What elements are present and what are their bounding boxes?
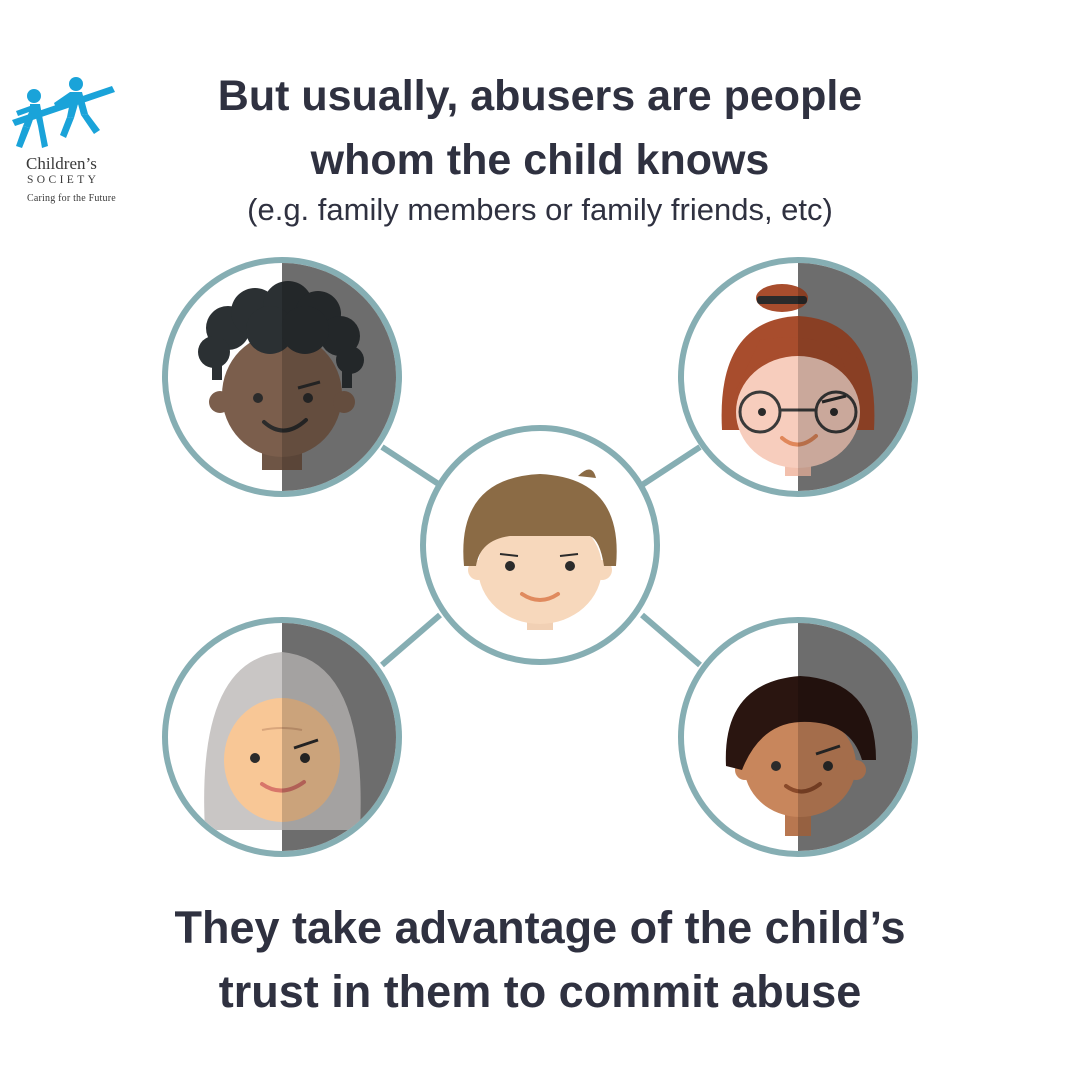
headline-subline: (e.g. family members or family friends, … (247, 192, 833, 227)
abuser-face-elder-icon (162, 617, 402, 857)
logo-tagline: Caring for the Future (27, 193, 116, 204)
logo-society: SOCIETY (27, 174, 100, 186)
headline-line-1: But usually, abusers are people (217, 72, 863, 120)
footer-line-2: trust in them to commit abuse (218, 966, 862, 1017)
footer-line-1: They take advantage of the child’s (174, 902, 906, 953)
child-face-icon (420, 425, 660, 665)
abuser-face-glasses-woman-icon (678, 257, 918, 497)
logo-name: Children’s (26, 154, 97, 173)
connector-lines (380, 444, 702, 668)
abuser-face-curly-hair-icon (162, 257, 402, 497)
logo-figures-icon (12, 77, 115, 148)
headline-line-2: whom the child knows (310, 136, 770, 184)
childrens-society-logo (12, 77, 115, 148)
abuser-face-dark-hair-icon (678, 617, 918, 857)
